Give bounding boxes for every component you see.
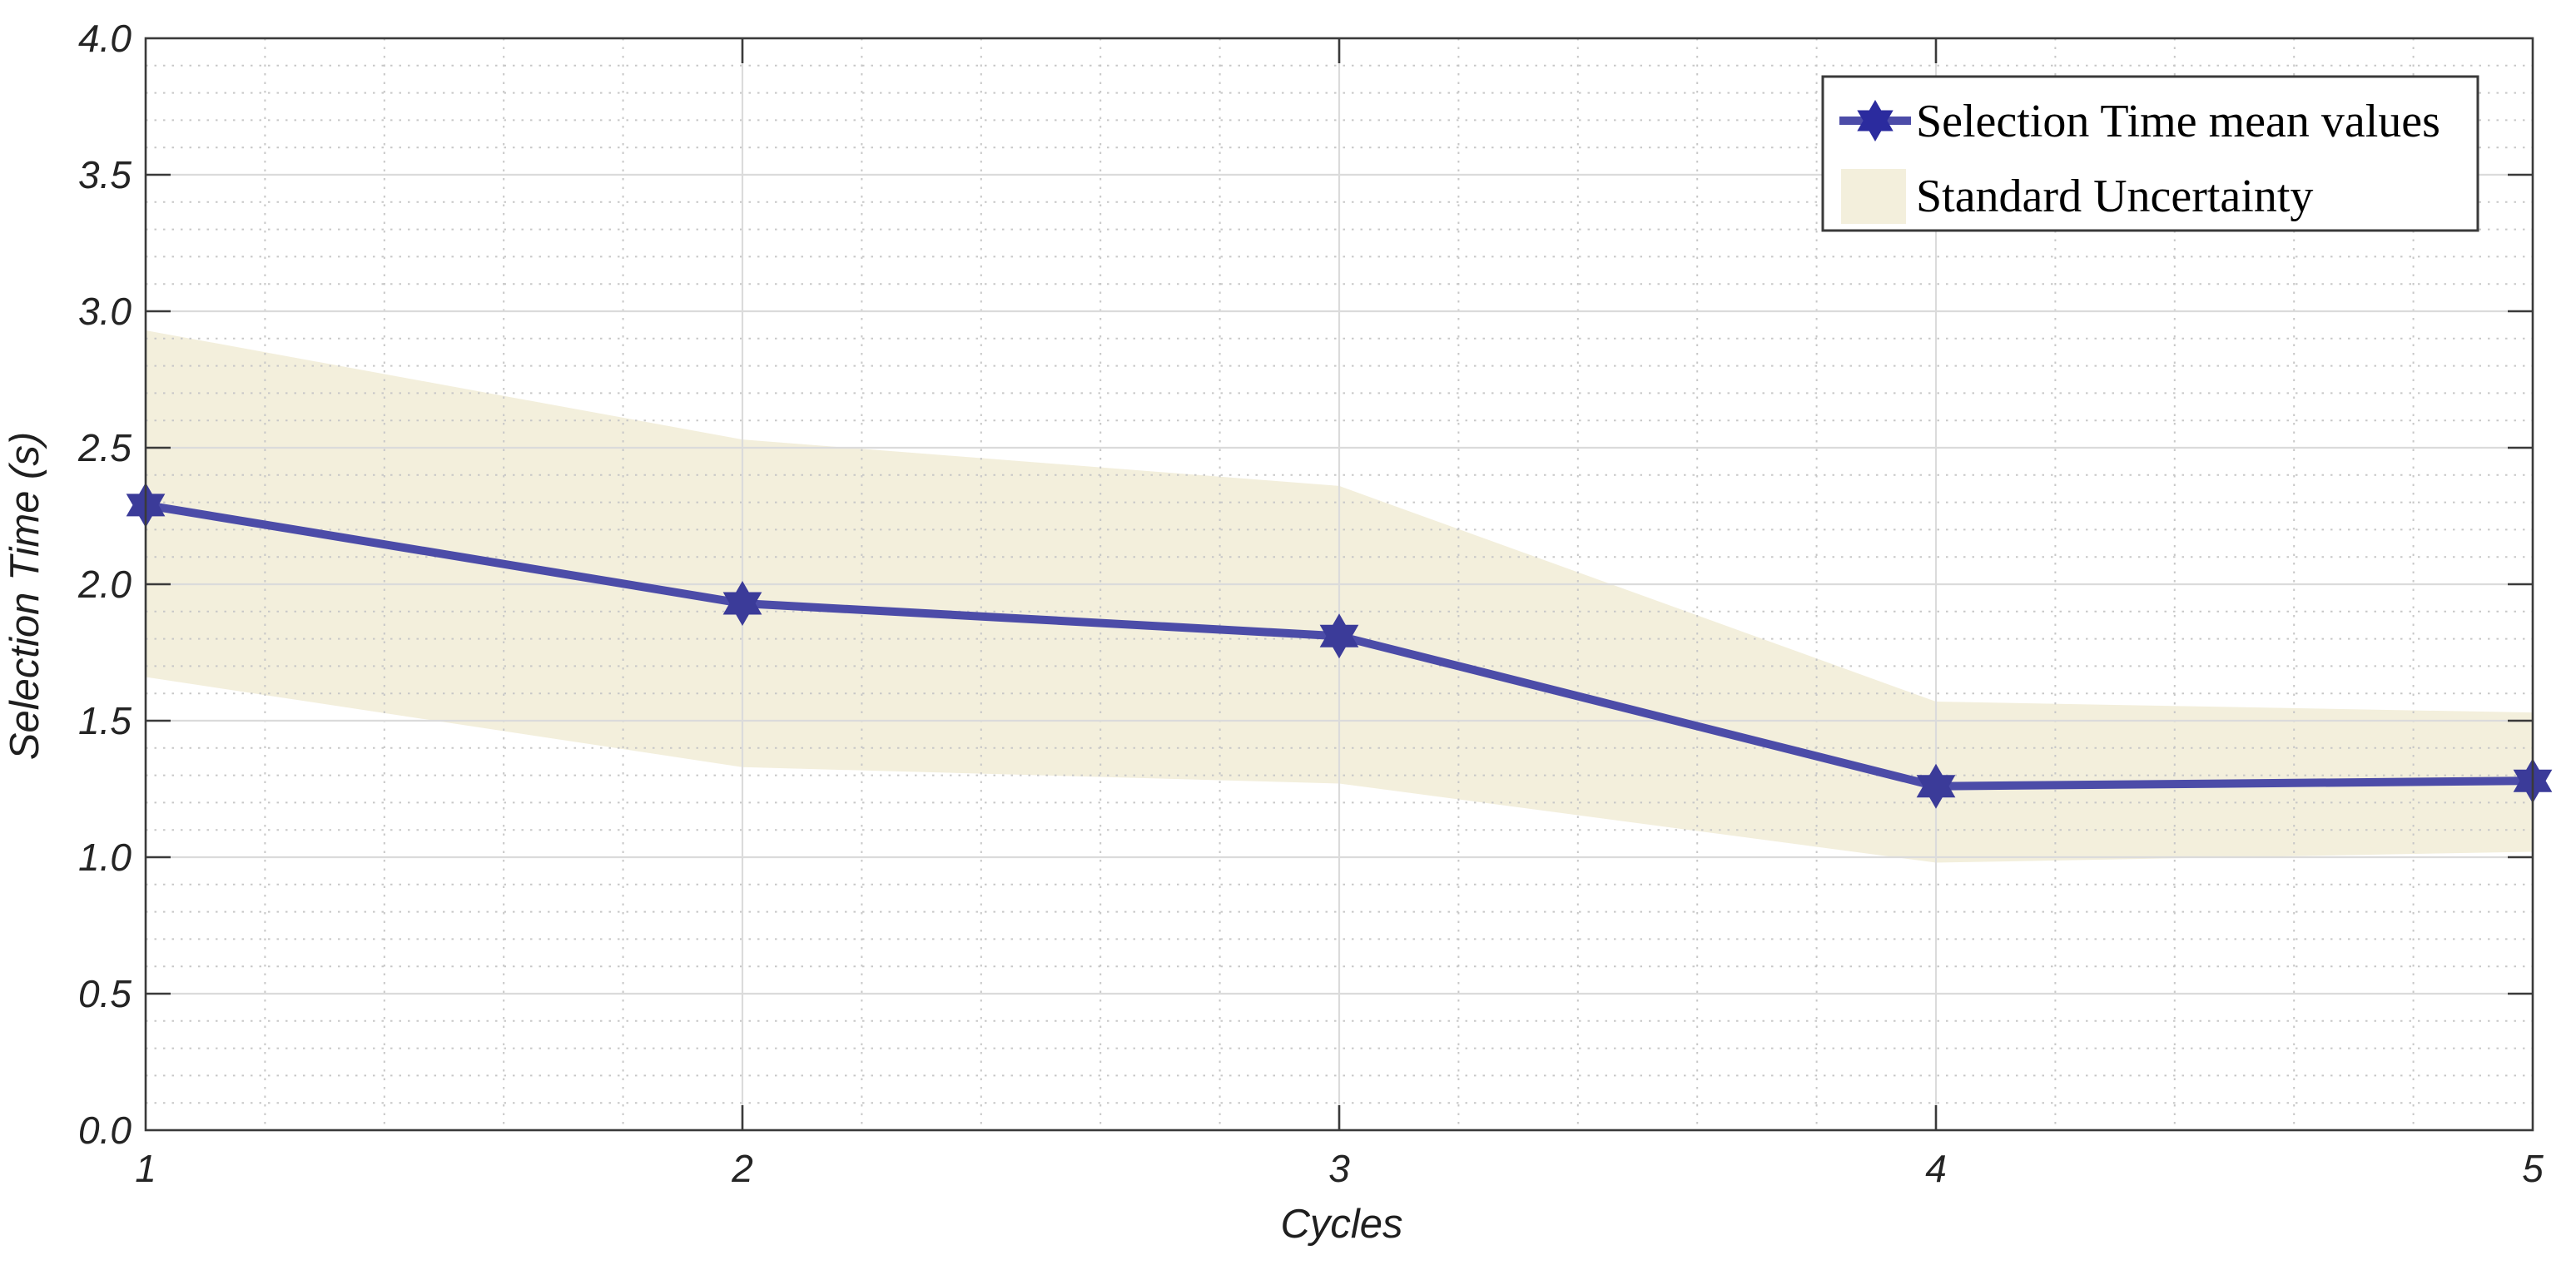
y-tick-label: 3.5 bbox=[78, 153, 132, 196]
y-axis-label: Selection Time (s) bbox=[2, 432, 47, 760]
tick-label-layer: 0.0 0.5 1.0 1.5 2.0 2.5 3.0 3.5 4.0 1 2 3 4 5 bbox=[77, 17, 2544, 1190]
y-tick-label: 3.0 bbox=[78, 290, 132, 333]
x-tick-label: 3 bbox=[1328, 1147, 1350, 1190]
x-tick-label: 1 bbox=[135, 1147, 156, 1190]
y-tick-label: 1.0 bbox=[78, 836, 132, 879]
y-tick-label: 4.0 bbox=[78, 17, 132, 60]
legend-box bbox=[1821, 75, 2479, 232]
y-tick-label: 0.5 bbox=[78, 972, 132, 1015]
y-tick-label: 1.5 bbox=[78, 699, 132, 742]
legend-star-icon bbox=[1857, 100, 1894, 141]
legend: Selection Time mean values Standard Unce… bbox=[1821, 75, 2479, 232]
data-point-marker bbox=[722, 580, 762, 627]
legend-entry-label: Standard Uncertainty bbox=[1916, 171, 2313, 222]
data-point-marker bbox=[1319, 613, 1359, 659]
y-tick-label: 2.0 bbox=[77, 563, 132, 606]
legend-entry-label: Selection Time mean values bbox=[1916, 96, 2440, 147]
y-tick-label: 0.0 bbox=[78, 1109, 132, 1152]
plot-frame-layer bbox=[144, 37, 2534, 1132]
y-tick-label: 2.5 bbox=[77, 426, 132, 469]
data-point-marker bbox=[1916, 763, 1956, 809]
x-tick-label: 2 bbox=[731, 1147, 753, 1190]
legend-band-swatch bbox=[1841, 169, 1906, 224]
x-tick-label: 5 bbox=[2522, 1147, 2544, 1190]
x-tick-label: 4 bbox=[1925, 1147, 1947, 1190]
x-axis-label: Cycles bbox=[1280, 1202, 1402, 1247]
series-layer bbox=[126, 482, 2553, 809]
